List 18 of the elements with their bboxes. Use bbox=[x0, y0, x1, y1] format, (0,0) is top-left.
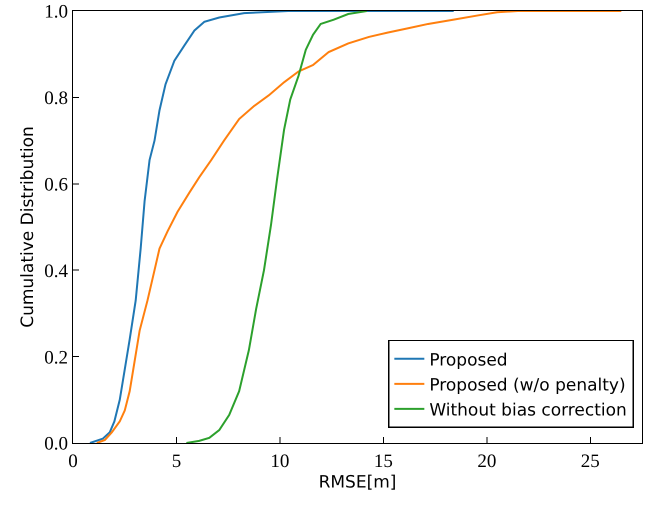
legend-label: Proposed bbox=[429, 350, 508, 370]
y-tick-label: 1.0 bbox=[44, 2, 68, 23]
y-tick-label: 0.6 bbox=[44, 174, 68, 196]
legend-label: Proposed (w/o penalty) bbox=[429, 375, 626, 396]
y-tick-label: 0.2 bbox=[44, 347, 68, 368]
x-tick-label: 10 bbox=[270, 450, 290, 472]
x-tick-label: 25 bbox=[580, 450, 600, 472]
x-axis-title: RMSE[m] bbox=[318, 472, 396, 492]
x-tick-label: 0 bbox=[68, 450, 78, 472]
x-tick-label: 15 bbox=[374, 450, 393, 472]
y-axis-title: Cumulative Distribution bbox=[18, 126, 38, 328]
x-tick-label: 5 bbox=[172, 450, 182, 472]
line-series bbox=[185, 11, 368, 443]
y-tick-label: 0.0 bbox=[44, 434, 68, 455]
legend-label: Without bias correction bbox=[429, 400, 627, 421]
x-tick-label: 20 bbox=[477, 450, 496, 472]
y-tick-label: 0.4 bbox=[44, 260, 69, 282]
y-tick-label: 0.8 bbox=[44, 88, 68, 110]
